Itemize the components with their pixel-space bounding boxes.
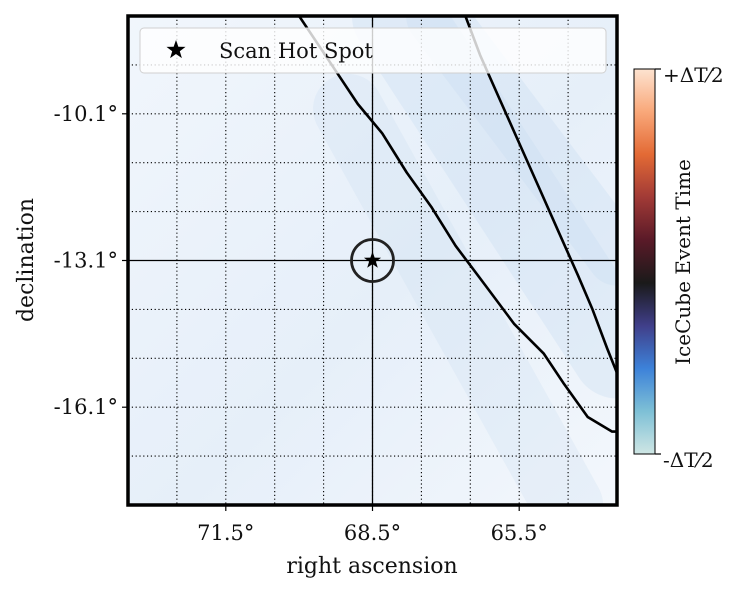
contour-line bbox=[298, 16, 617, 433]
y-tick-label: -13.1° bbox=[54, 249, 118, 273]
y-axis-ticks: -10.1° -13.1° -16.1° bbox=[54, 102, 128, 419]
contour-lines bbox=[298, 16, 617, 433]
legend: Scan Hot Spot bbox=[139, 27, 607, 74]
x-tick-label: 65.5° bbox=[491, 521, 548, 545]
colorbar: +ΔT⁄2 -ΔT⁄2 IceCube Event Time bbox=[633, 63, 724, 472]
colorbar-top-label: +ΔT⁄2 bbox=[663, 63, 724, 87]
legend-star-icon bbox=[166, 40, 186, 59]
legend-box bbox=[139, 27, 607, 74]
hot-spot-circle bbox=[350, 238, 395, 283]
x-axis-ticks: 71.5° 68.5° 65.5° bbox=[197, 505, 548, 545]
y-tick-label: -10.1° bbox=[54, 102, 118, 126]
hot-spot-group bbox=[350, 238, 395, 283]
x-tick-label: 71.5° bbox=[197, 521, 254, 545]
hot-spot-star-marker bbox=[363, 251, 382, 268]
heatmap-band bbox=[313, 73, 604, 505]
x-axis-title: right ascension bbox=[286, 554, 457, 579]
plot-area bbox=[126, 14, 619, 507]
colorbar-bottom-label: -ΔT⁄2 bbox=[663, 448, 714, 472]
contour-line bbox=[464, 16, 617, 374]
y-axis-title: declination bbox=[14, 198, 39, 322]
colorbar-title: IceCube Event Time bbox=[671, 159, 695, 365]
x-tick-label: 68.5° bbox=[344, 521, 401, 545]
y-tick-label: -16.1° bbox=[54, 395, 118, 419]
colorbar-gradient bbox=[633, 68, 656, 455]
legend-label: Scan Hot Spot bbox=[219, 39, 373, 63]
